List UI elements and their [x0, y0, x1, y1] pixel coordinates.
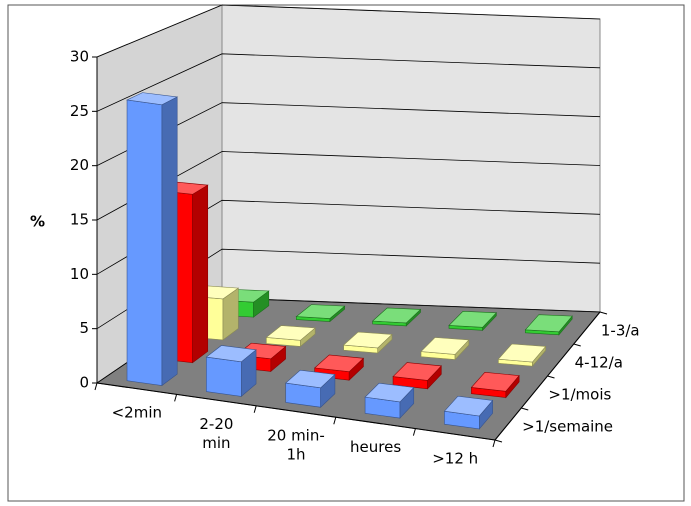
x-tick-label: 2-20 min — [199, 415, 233, 452]
depth-tick — [547, 375, 555, 379]
bar — [420, 337, 470, 361]
bar-top — [285, 369, 336, 389]
bar — [448, 311, 498, 332]
bar-front — [206, 356, 242, 397]
bar — [371, 307, 422, 327]
y-tick-label: 10 — [70, 265, 89, 283]
y-tick-label: 0 — [79, 374, 89, 392]
bar — [497, 343, 547, 367]
bar-top — [443, 395, 494, 417]
bar-top — [497, 343, 547, 363]
y-tick-label: 5 — [79, 319, 89, 337]
bar — [524, 314, 573, 336]
depth-tick — [494, 439, 503, 443]
y-tick-label: 15 — [70, 211, 89, 229]
label-line: 20 min- — [267, 426, 325, 444]
bar — [443, 395, 494, 430]
depth-tick — [521, 407, 529, 411]
depth-label: >1/mois — [548, 386, 611, 404]
x-tick — [174, 394, 178, 402]
bar-front — [126, 99, 163, 386]
depth-tick — [599, 311, 608, 315]
bar-side — [161, 96, 178, 387]
label-line: min — [202, 434, 230, 452]
x-tick-label: 20 min-1h — [267, 426, 325, 463]
bar — [470, 371, 520, 399]
bar — [125, 92, 179, 387]
bar-top — [125, 92, 179, 106]
depth-label: 1-3/a — [601, 322, 640, 340]
label-line: <2min — [112, 403, 162, 421]
bar-top — [364, 382, 415, 403]
label-line: 1h — [286, 445, 305, 463]
bar — [364, 382, 415, 419]
depth-tick — [573, 343, 581, 347]
bar — [342, 331, 393, 354]
x-tick-label: >12 h — [432, 449, 478, 467]
bar — [392, 362, 442, 390]
bar — [295, 304, 346, 323]
bar-side — [192, 184, 209, 364]
y-tick-label: 20 — [70, 156, 89, 174]
grid-line — [96, 53, 601, 112]
bar-top — [205, 345, 257, 363]
label-line: heures — [350, 437, 401, 455]
x-tick — [94, 382, 98, 391]
x-tick-label: heures — [350, 437, 401, 455]
label-line: 2-20 — [199, 415, 233, 433]
y-tick-label: 30 — [70, 48, 89, 66]
bar — [205, 345, 257, 398]
bar-top — [295, 304, 346, 319]
bar-top — [392, 362, 442, 381]
x-tick — [253, 405, 257, 413]
label-line: >12 h — [432, 449, 478, 467]
x-tick — [333, 417, 337, 425]
bar — [285, 369, 336, 408]
x-tick — [492, 439, 496, 448]
x-axis — [96, 382, 496, 441]
y-axis-label: % — [30, 213, 45, 231]
x-tick-label: <2min — [112, 403, 162, 421]
x-tick — [412, 428, 416, 436]
depth-label: 4-12/a — [575, 354, 623, 372]
bar-top — [448, 311, 498, 328]
depth-label: >1/semaine — [522, 418, 613, 436]
bar-top — [342, 331, 393, 349]
bar-top — [265, 325, 316, 341]
bar-top — [420, 337, 470, 355]
grid-line — [96, 4, 601, 58]
bar-top — [470, 371, 520, 392]
y-tick-label: 25 — [70, 102, 89, 120]
bar-top — [371, 307, 422, 324]
bar-top — [524, 314, 573, 333]
bar-top — [314, 354, 365, 373]
bar — [265, 325, 316, 348]
